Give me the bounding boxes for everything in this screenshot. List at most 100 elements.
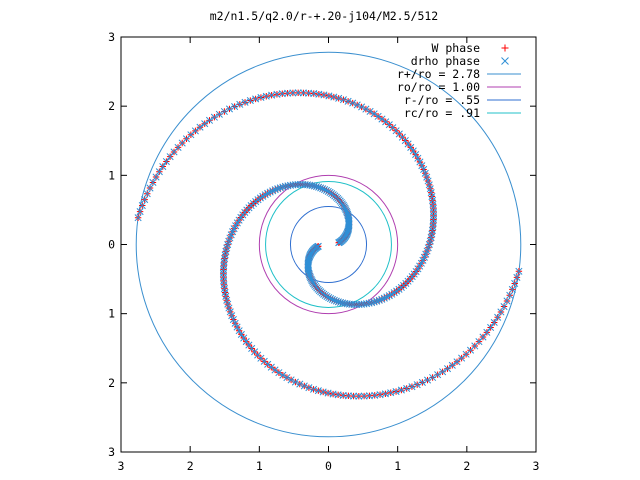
point-cross <box>242 338 250 346</box>
point-cross <box>500 302 508 311</box>
y-tick-label: 2 <box>108 376 115 390</box>
point-cross <box>497 308 505 316</box>
point-cross <box>246 96 254 105</box>
point-cross <box>162 157 170 166</box>
point-cross <box>196 123 204 131</box>
point-cross <box>503 297 511 305</box>
point-cross <box>483 328 491 336</box>
x-tick-label: 2 <box>463 459 470 473</box>
legend-label: W phase <box>432 41 481 55</box>
point-cross <box>299 89 307 97</box>
point-cross <box>515 267 523 275</box>
point-cross <box>229 315 237 324</box>
x-tick-label: 1 <box>256 459 263 473</box>
y-tick-label: 3 <box>108 445 115 459</box>
point-cross <box>141 196 149 204</box>
phase-points <box>134 89 523 400</box>
x-tick-label: 0 <box>325 459 332 473</box>
point-cross <box>407 143 415 151</box>
point-cross <box>257 93 265 102</box>
point-cross <box>332 297 340 305</box>
point-cross <box>226 308 234 316</box>
point-cross <box>289 89 297 97</box>
circle-line <box>258 174 399 315</box>
point-cross <box>155 168 163 176</box>
point-cross <box>373 297 381 305</box>
y-tick-label: 0 <box>108 238 115 252</box>
point-cross <box>319 185 327 193</box>
point-cross <box>315 183 323 191</box>
point-cross <box>443 365 452 373</box>
point-cross <box>374 112 382 120</box>
legend-label: ro/ro = 1.00 <box>397 80 480 94</box>
point-cross <box>294 89 302 97</box>
circle-line <box>289 205 368 284</box>
point-cross <box>225 304 233 312</box>
point-cross <box>305 384 313 392</box>
point-cross <box>159 162 167 171</box>
point-cross <box>368 299 376 307</box>
point-cross <box>276 184 284 192</box>
point-cross <box>134 214 142 222</box>
y-tick-label: 1 <box>108 307 115 321</box>
point-cross <box>326 294 335 303</box>
point-cross <box>241 98 249 106</box>
point-cross <box>136 208 144 216</box>
x-tick-label: 3 <box>533 459 540 473</box>
point-cross <box>300 382 308 390</box>
legend-marker <box>501 57 509 65</box>
point-cross <box>220 107 228 116</box>
point-cross <box>358 103 366 111</box>
point-cross <box>215 110 223 118</box>
point-cross <box>267 363 275 371</box>
reference-circles <box>135 51 522 438</box>
point-cross <box>236 100 244 108</box>
point-cross <box>283 374 291 382</box>
point-cross <box>224 300 232 308</box>
point-cross <box>413 381 421 389</box>
point-cross <box>479 333 487 341</box>
point-cross <box>296 380 304 388</box>
point-cross <box>330 296 338 304</box>
point-cross <box>237 330 245 338</box>
point-cross <box>349 99 357 107</box>
point-cross <box>392 387 400 396</box>
point-cross <box>336 298 345 306</box>
point-cross <box>453 358 461 366</box>
point-cross <box>494 313 502 321</box>
point-cross <box>429 373 437 382</box>
point-cross <box>271 366 279 374</box>
point-cross <box>321 185 329 194</box>
point-cross <box>423 173 431 181</box>
point-cross <box>421 169 429 177</box>
point-cross <box>397 386 405 394</box>
point-cross <box>344 97 352 105</box>
point-cross <box>264 360 272 368</box>
point-cross <box>375 296 383 304</box>
point-cross <box>378 115 386 123</box>
legend-label: r-/ro = .55 <box>404 93 480 107</box>
y-tick-label: 1 <box>108 168 115 182</box>
point-cross <box>339 96 347 104</box>
point-cross <box>205 116 214 124</box>
y-tick-label: 2 <box>108 99 115 113</box>
legend-label: rc/ro = .91 <box>404 106 480 120</box>
point-cross <box>385 121 393 129</box>
point-cross <box>166 153 174 161</box>
point-cross <box>439 368 447 376</box>
point-cross <box>274 185 282 193</box>
point-cross <box>325 294 333 302</box>
point-cross <box>231 319 239 327</box>
point-cross <box>252 95 260 103</box>
point-cross <box>312 183 321 191</box>
point-cross <box>366 107 374 115</box>
point-cross <box>324 187 332 195</box>
point-cross <box>418 162 426 170</box>
x-tick-label: 2 <box>187 459 194 473</box>
circle-line <box>265 181 392 308</box>
point-cross <box>138 201 146 210</box>
point-cross <box>370 298 378 306</box>
